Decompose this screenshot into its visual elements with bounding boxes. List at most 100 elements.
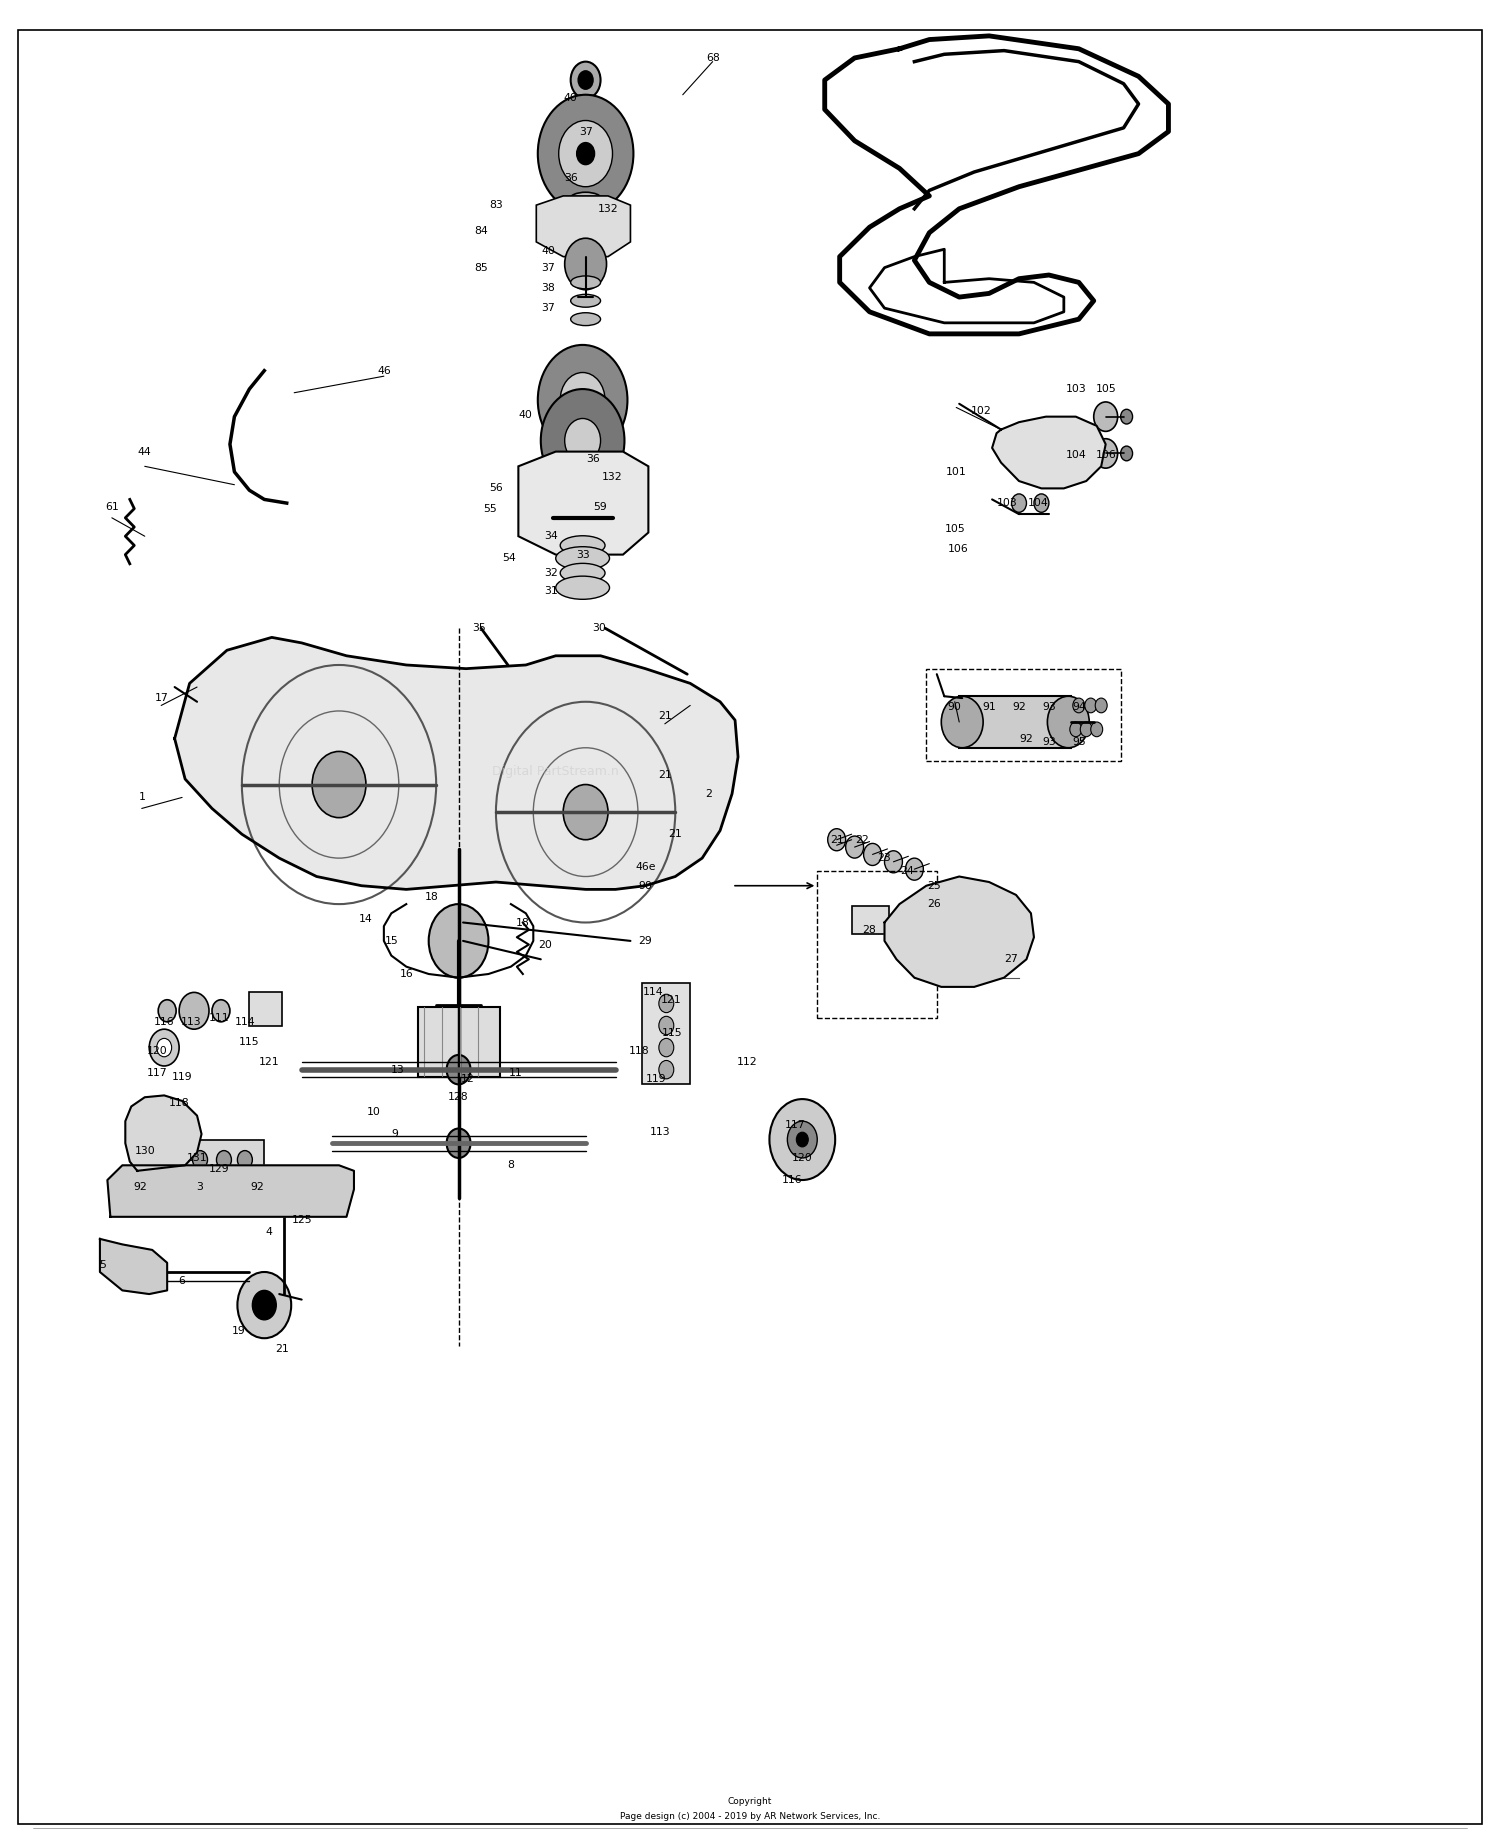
Circle shape	[1080, 721, 1092, 736]
Ellipse shape	[570, 312, 600, 325]
Circle shape	[542, 389, 624, 493]
Text: 114: 114	[642, 987, 663, 998]
Polygon shape	[825, 35, 1168, 334]
Polygon shape	[992, 417, 1106, 489]
Circle shape	[216, 1151, 231, 1170]
Circle shape	[658, 1017, 674, 1035]
Bar	[419, 1007, 501, 1077]
Text: 93: 93	[1042, 703, 1056, 712]
Text: 4: 4	[266, 1227, 272, 1236]
Text: 16: 16	[399, 969, 412, 980]
Circle shape	[576, 142, 594, 164]
Text: 25: 25	[927, 880, 940, 891]
Ellipse shape	[567, 94, 604, 113]
Circle shape	[1011, 494, 1026, 513]
Text: 37: 37	[542, 303, 555, 314]
Text: 32: 32	[544, 568, 558, 577]
Text: 117: 117	[147, 1068, 166, 1077]
Circle shape	[252, 1290, 276, 1319]
Text: 6: 6	[178, 1277, 186, 1286]
Circle shape	[1013, 443, 1031, 465]
Text: 121: 121	[258, 1057, 279, 1066]
Text: 61: 61	[105, 502, 118, 511]
Text: 113: 113	[182, 1017, 201, 1028]
Text: 125: 125	[291, 1216, 312, 1225]
Text: 8: 8	[507, 1161, 515, 1170]
Text: 90: 90	[948, 703, 962, 712]
Circle shape	[574, 391, 590, 410]
Text: 119: 119	[645, 1074, 666, 1083]
Text: 10: 10	[366, 1107, 381, 1116]
Text: 24: 24	[900, 865, 914, 876]
Circle shape	[570, 61, 600, 98]
Text: 30: 30	[592, 624, 606, 633]
Polygon shape	[537, 196, 630, 256]
Ellipse shape	[570, 295, 600, 308]
Text: 1: 1	[138, 792, 146, 803]
Text: 129: 129	[209, 1164, 230, 1173]
Circle shape	[1094, 439, 1118, 469]
Circle shape	[1072, 697, 1084, 712]
Text: 103: 103	[996, 498, 1017, 507]
Polygon shape	[108, 1166, 354, 1218]
Text: 92: 92	[1020, 734, 1034, 744]
Circle shape	[1095, 697, 1107, 712]
Text: 37: 37	[542, 262, 555, 273]
Text: 18: 18	[424, 891, 438, 902]
Text: 131: 131	[186, 1153, 207, 1162]
Text: 21: 21	[276, 1345, 290, 1354]
Text: 36: 36	[586, 454, 600, 463]
Text: 38: 38	[542, 282, 555, 293]
Circle shape	[1090, 721, 1102, 736]
Text: 13: 13	[390, 1065, 404, 1074]
Polygon shape	[519, 452, 648, 555]
Text: 46e: 46e	[634, 862, 656, 873]
Text: 115: 115	[238, 1037, 260, 1048]
Circle shape	[447, 1129, 471, 1159]
Text: 12: 12	[460, 1074, 474, 1083]
Text: 34: 34	[544, 531, 558, 541]
Text: 118: 118	[170, 1098, 189, 1107]
Circle shape	[658, 994, 674, 1013]
Text: 102: 102	[972, 406, 992, 417]
Ellipse shape	[555, 576, 609, 600]
Circle shape	[788, 1122, 818, 1159]
Text: 15: 15	[384, 935, 398, 946]
Circle shape	[156, 1039, 171, 1057]
Text: 128: 128	[448, 1092, 470, 1101]
Text: 101: 101	[946, 467, 966, 476]
Bar	[642, 983, 690, 1085]
Circle shape	[864, 843, 882, 865]
Text: 120: 120	[792, 1153, 813, 1162]
Text: 114: 114	[234, 1017, 255, 1028]
Circle shape	[658, 1039, 674, 1057]
Text: 118: 118	[628, 1046, 650, 1055]
Text: 95: 95	[1072, 738, 1086, 747]
Text: 106: 106	[948, 544, 968, 554]
Text: 105: 105	[945, 524, 964, 533]
Text: 132: 132	[597, 203, 618, 214]
Circle shape	[211, 1000, 230, 1022]
Circle shape	[1070, 721, 1082, 736]
Text: Copyright: Copyright	[728, 1797, 772, 1806]
Text: 31: 31	[544, 587, 558, 596]
Text: 3: 3	[196, 1183, 204, 1192]
Text: 9: 9	[392, 1129, 398, 1138]
Text: 5: 5	[99, 1260, 106, 1269]
Text: 121: 121	[660, 994, 681, 1006]
Text: 106: 106	[1095, 450, 1116, 459]
Text: 94: 94	[1072, 703, 1086, 712]
Bar	[958, 696, 1071, 747]
Text: 132: 132	[602, 472, 622, 482]
Circle shape	[447, 1055, 471, 1085]
Text: 112: 112	[736, 1057, 758, 1066]
Circle shape	[885, 851, 903, 873]
Text: 27: 27	[1005, 954, 1019, 965]
Circle shape	[846, 836, 864, 858]
Circle shape	[558, 120, 612, 186]
Text: 28: 28	[862, 924, 876, 935]
Bar	[138, 1140, 264, 1181]
Text: 55: 55	[483, 504, 496, 513]
Bar	[927, 668, 1120, 760]
Circle shape	[429, 904, 489, 978]
